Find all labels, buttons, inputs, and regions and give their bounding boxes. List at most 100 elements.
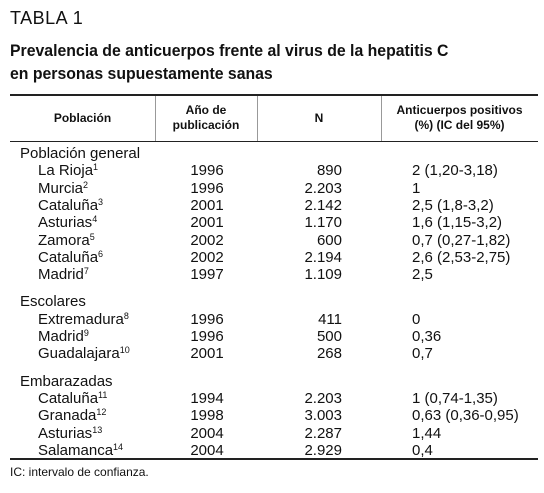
prevalence: 0,63 (0,36-0,95) — [412, 407, 519, 425]
rule-top — [10, 94, 538, 96]
n: 500 — [316, 328, 342, 345]
row-name: Guadalajara — [38, 345, 120, 363]
n: 268 — [316, 345, 342, 363]
prevalence: 0,4 — [412, 441, 433, 459]
row-label: Guadalajara10 — [38, 345, 130, 363]
prevalence: 1,44 — [412, 424, 442, 442]
prevalence: 2,6 (2,53-2,75) — [412, 248, 511, 266]
title-line: en personas supuestamente sanas — [10, 64, 273, 83]
row-name: Madrid — [38, 266, 84, 284]
row-label: Zamora5 — [38, 231, 95, 249]
reference: 8 — [123, 310, 129, 321]
reference: 9 — [83, 328, 89, 338]
year: 2002 — [190, 231, 224, 249]
n: 890 — [316, 162, 342, 180]
year: 2001 — [190, 345, 224, 363]
header-cell: Anticuerpos positivos (%) (IC del 95%) — [381, 103, 538, 133]
reference: 6 — [98, 248, 104, 259]
row-name: Murcia — [38, 179, 84, 197]
year: 1998 — [190, 407, 224, 425]
col-divider — [257, 96, 258, 141]
n: 1.170 — [304, 214, 342, 232]
year: 1994 — [190, 389, 224, 407]
prevalence: 1 — [412, 179, 421, 197]
row-name: La Rioja — [38, 162, 94, 180]
group-heading: Embarazadas — [20, 372, 113, 390]
row-label: Extremadura8 — [38, 310, 129, 328]
row-name: Asturias — [38, 214, 93, 232]
n: 2.142 — [304, 196, 342, 214]
header-line: (%) (IC del 95%) — [414, 118, 505, 132]
table-label: TABLA 1 — [10, 8, 84, 28]
row-name: Salamanca — [38, 441, 114, 459]
row-label: Granada12 — [38, 407, 107, 425]
header-line: Población — [53, 110, 112, 125]
row-name: Extremadura — [38, 310, 124, 328]
row-label: Madrid7 — [38, 266, 89, 284]
header-cell: Población — [10, 111, 155, 126]
n: 2.203 — [304, 389, 342, 407]
group-heading: Escolares — [20, 293, 86, 311]
row-name: Granada — [38, 407, 97, 425]
row-name: Zamora — [38, 231, 90, 249]
reference: 3 — [98, 196, 104, 207]
year: 2002 — [190, 248, 224, 266]
year: 1997 — [190, 266, 224, 284]
n: 2.929 — [304, 441, 342, 459]
row-label: Cataluña3 — [38, 196, 104, 213]
row-label: Cataluña6 — [38, 248, 104, 265]
prevalence: 2,5 (1,8-3,2) — [412, 196, 494, 214]
n: 600 — [316, 231, 342, 249]
header-line: N — [314, 110, 324, 125]
prevalence: 0,7 (0,27-1,82) — [412, 231, 511, 249]
n: 411 — [318, 310, 342, 328]
header-line: Anticuerpos positivos — [396, 103, 523, 117]
prevalence: 0,36 — [412, 328, 442, 345]
rule-header — [10, 141, 538, 142]
reference: 12 — [96, 407, 107, 418]
reference: 14 — [113, 441, 124, 452]
prevalence: 0 — [412, 310, 421, 328]
prevalence: 1 (0,74-1,35) — [412, 389, 498, 407]
row-label: Asturias4 — [38, 214, 98, 232]
row-label: Asturias13 — [38, 424, 103, 442]
reference: 11 — [98, 389, 108, 400]
prevalence: 0,7 — [412, 345, 433, 363]
reference: 4 — [92, 214, 98, 225]
n: 2.203 — [304, 179, 342, 197]
header-line: Año de — [185, 103, 227, 117]
group-heading: Población general — [20, 145, 141, 162]
n: 3.003 — [304, 407, 342, 425]
year: 1996 — [190, 162, 224, 180]
row-label: Madrid9 — [38, 328, 89, 345]
reference: 13 — [92, 424, 103, 435]
header-line: publicación — [172, 118, 240, 132]
reference: 7 — [83, 266, 89, 277]
header-cell: N — [257, 111, 381, 126]
reference: 5 — [89, 231, 95, 242]
row-label: Cataluña11 — [38, 389, 108, 407]
n: 1.109 — [304, 266, 342, 284]
prevalence: 1,6 (1,15-3,2) — [412, 214, 503, 232]
header-cell: Año de publicación — [155, 103, 257, 133]
reference: 1 — [93, 162, 99, 173]
row-name: Asturias — [38, 424, 93, 442]
year: 1996 — [190, 179, 224, 197]
row-label: Salamanca14 — [38, 441, 124, 459]
footnote: IC: intervalo de confianza. — [10, 465, 149, 479]
year: 2004 — [190, 441, 224, 459]
row-label: Murcia2 — [38, 179, 89, 197]
prevalence: 2 (1,20-3,18) — [412, 162, 498, 180]
row-name: Madrid — [38, 328, 84, 345]
n: 2.287 — [304, 424, 342, 442]
year: 2004 — [190, 424, 224, 442]
year: 1996 — [190, 310, 224, 328]
prevalence: 2,5 — [412, 266, 433, 284]
reference: 2 — [83, 179, 89, 190]
rule-bottom — [10, 458, 538, 460]
title-line: Prevalencia de anticuerpos frente al vir… — [10, 41, 449, 60]
col-divider — [381, 96, 382, 141]
year: 2001 — [190, 214, 224, 232]
row-name: Cataluña — [38, 389, 99, 407]
